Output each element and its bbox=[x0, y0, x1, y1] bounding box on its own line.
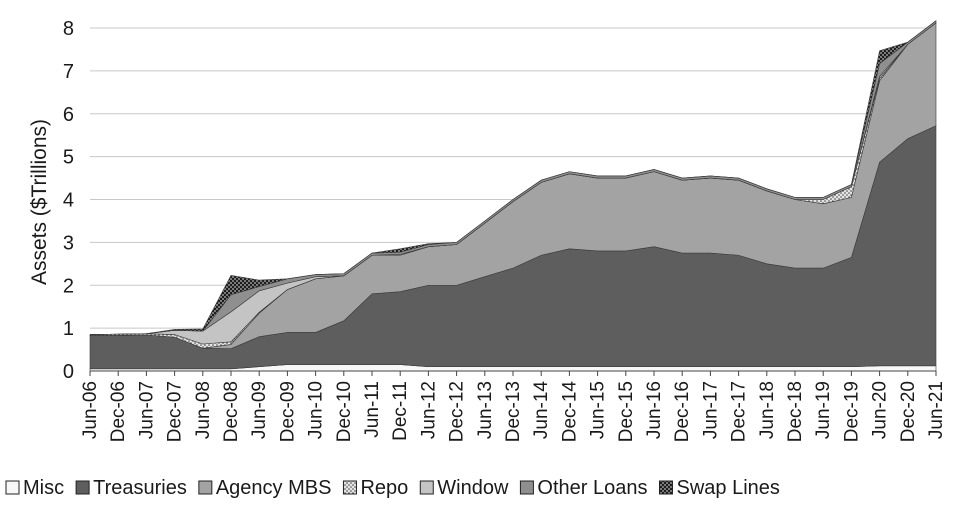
area-series bbox=[89, 20, 937, 372]
y-tick-label: 1 bbox=[63, 318, 74, 340]
x-tick-labels: Jun-06 Dec-06 Jun-07 Dec-07 Jun-08 Dec-08 Jun-… bbox=[80, 381, 947, 443]
x-tick-label: Jun-21 bbox=[926, 381, 947, 439]
x-tick-label: Jun-20 bbox=[870, 381, 891, 439]
legend-swatch-treasuries bbox=[75, 480, 90, 495]
x-tick-label: Dec-17 bbox=[729, 381, 750, 442]
legend-swatch-swap-lines bbox=[658, 480, 673, 495]
x-tick-label: Dec-14 bbox=[559, 381, 580, 443]
x-tick-label: Dec-10 bbox=[334, 381, 355, 442]
x-tick-label: Jun-16 bbox=[644, 381, 665, 439]
x-tick-label: Jun-17 bbox=[700, 381, 721, 439]
legend-swatch-window bbox=[419, 480, 434, 495]
legend-swatch-repo bbox=[342, 480, 357, 495]
x-tick-label: Jun-08 bbox=[193, 381, 214, 439]
x-tick-label: Dec-16 bbox=[672, 381, 693, 442]
y-tick-label: 8 bbox=[63, 18, 74, 40]
series-area-swap-lines bbox=[89, 20, 937, 335]
x-tick-label: Jun-07 bbox=[136, 381, 157, 439]
x-tick-label: Dec-06 bbox=[108, 381, 129, 442]
legend-label-window: Window bbox=[437, 477, 509, 499]
legend-label-agency-mbs: Agency MBS bbox=[216, 477, 332, 499]
legend-label-misc: Misc bbox=[23, 477, 64, 499]
x-tick-label: Jun-19 bbox=[813, 381, 834, 439]
legend-label-repo: Repo bbox=[360, 477, 408, 499]
y-tick-label: 6 bbox=[63, 104, 74, 126]
x-tick-label: Jun-10 bbox=[306, 381, 327, 439]
y-tick-labels: 0 1 2 3 4 5 6 7 8 bbox=[63, 18, 74, 383]
x-tick-label: Dec-11 bbox=[390, 381, 411, 441]
legend-label-other-loans: Other Loans bbox=[537, 477, 647, 499]
x-tick-label: Jun-09 bbox=[249, 381, 270, 439]
y-tick-label: 7 bbox=[63, 61, 74, 83]
x-tick-label: Dec-08 bbox=[221, 381, 242, 442]
x-tick-label: Jun-14 bbox=[531, 381, 552, 440]
x-tick-label: Jun-13 bbox=[475, 381, 496, 439]
legend-swatch-misc bbox=[5, 480, 20, 495]
x-tick-label: Dec-13 bbox=[503, 381, 524, 442]
x-tick-label: Dec-09 bbox=[277, 381, 298, 442]
x-tick-label: Jun-18 bbox=[757, 381, 778, 439]
legend-label-swap-lines: Swap Lines bbox=[676, 477, 779, 499]
x-tick-label: Jun-06 bbox=[80, 381, 101, 439]
x-tick-label: Dec-20 bbox=[898, 381, 919, 442]
x-tick-label: Jun-12 bbox=[418, 381, 439, 439]
y-tick-label: 4 bbox=[63, 190, 74, 212]
y-tick-label: 0 bbox=[63, 361, 74, 383]
x-tick-label: Jun-15 bbox=[588, 381, 609, 439]
y-tick-label: 3 bbox=[63, 232, 74, 254]
x-tick-label: Dec-18 bbox=[785, 381, 806, 442]
x-tick-label: Dec-12 bbox=[447, 381, 468, 442]
x-tick-label: Jun-11 bbox=[362, 381, 383, 438]
legend-label-treasuries: Treasuries bbox=[93, 477, 187, 499]
y-tick-label: 5 bbox=[63, 147, 74, 169]
legend: Misc Treasuries Agency MBS Repo Window Other … bbox=[5, 477, 780, 499]
x-tick-label: Dec-07 bbox=[165, 381, 186, 442]
legend-swatch-other-loans bbox=[519, 480, 534, 495]
x-tick-label: Dec-15 bbox=[616, 381, 637, 442]
axes bbox=[89, 370, 937, 376]
y-axis-title: Assets ($Trillions) bbox=[28, 119, 51, 285]
legend-swatch-agency-mbs bbox=[198, 480, 213, 495]
x-tick-label: Dec-19 bbox=[841, 381, 862, 442]
y-tick-label: 2 bbox=[63, 275, 74, 297]
